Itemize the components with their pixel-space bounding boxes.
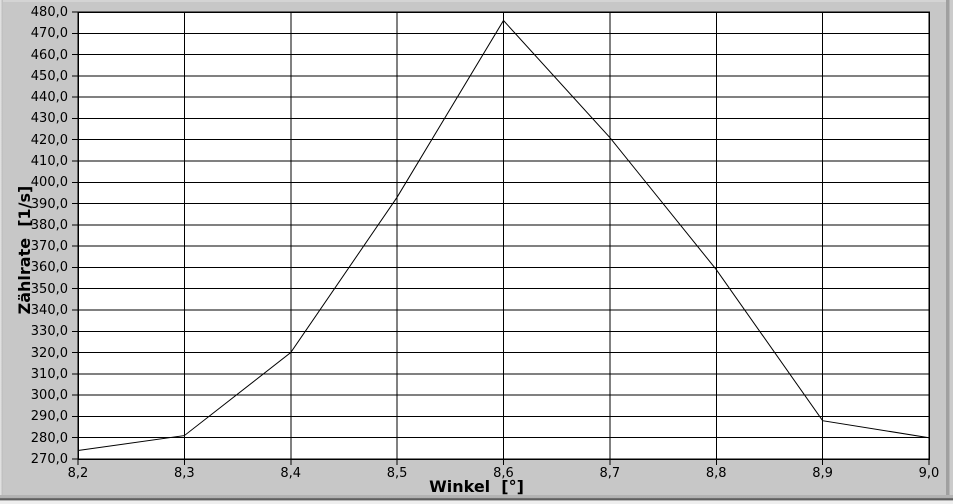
y-tick-label: 330,0	[30, 324, 68, 340]
y-tick-label: 410,0	[30, 154, 68, 169]
y-tick-label: 360,0	[30, 260, 68, 276]
y-tick-label: 320,0	[30, 345, 68, 361]
x-tick-label: 8,4	[280, 466, 302, 481]
y-tick-label: 470,0	[30, 26, 68, 42]
y-tick-label: 480,0	[30, 5, 68, 20]
y-tick-label: 380,0	[30, 217, 68, 233]
y-tick-label: 300,0	[30, 388, 68, 404]
x-axis-label: Winkel [°]	[429, 477, 524, 496]
panel-bevel-top	[0, 0, 953, 2]
y-tick-label: 280,0	[30, 430, 68, 446]
y-tick-label: 290,0	[30, 409, 68, 425]
y-tick-label: 460,0	[30, 47, 68, 63]
y-tick-label: 400,0	[30, 175, 68, 191]
x-tick-label: 8,2	[67, 466, 89, 481]
y-tick-label: 390,0	[30, 196, 68, 212]
x-tick-label: 8,8	[705, 466, 727, 481]
y-tick-label: 340,0	[30, 303, 68, 318]
panel-bevel-right	[946, 0, 953, 504]
y-tick-label: 450,0	[30, 68, 68, 84]
x-tick-label: 8,6	[493, 466, 514, 481]
y-tick-label: 370,0	[30, 239, 68, 255]
panel-bevel-bottom	[0, 495, 953, 504]
y-tick-label: 440,0	[30, 90, 68, 106]
y-tick-label: 430,0	[30, 111, 68, 127]
x-tick-label: 8,5	[386, 466, 408, 481]
y-tick-label: 420,0	[30, 132, 68, 148]
y-axis-label: Zählrate [1/s]	[15, 185, 34, 315]
y-tick-label: 270,0	[30, 452, 68, 467]
x-tick-label: 8,9	[812, 466, 833, 481]
x-tick-label: 8,3	[174, 466, 195, 481]
y-tick-label: 350,0	[30, 281, 68, 297]
x-tick-label: 8,7	[599, 466, 621, 481]
panel-bevel-left	[0, 0, 3, 504]
y-tick-label: 310,0	[30, 366, 68, 382]
x-tick-label: 9,0	[918, 466, 940, 481]
